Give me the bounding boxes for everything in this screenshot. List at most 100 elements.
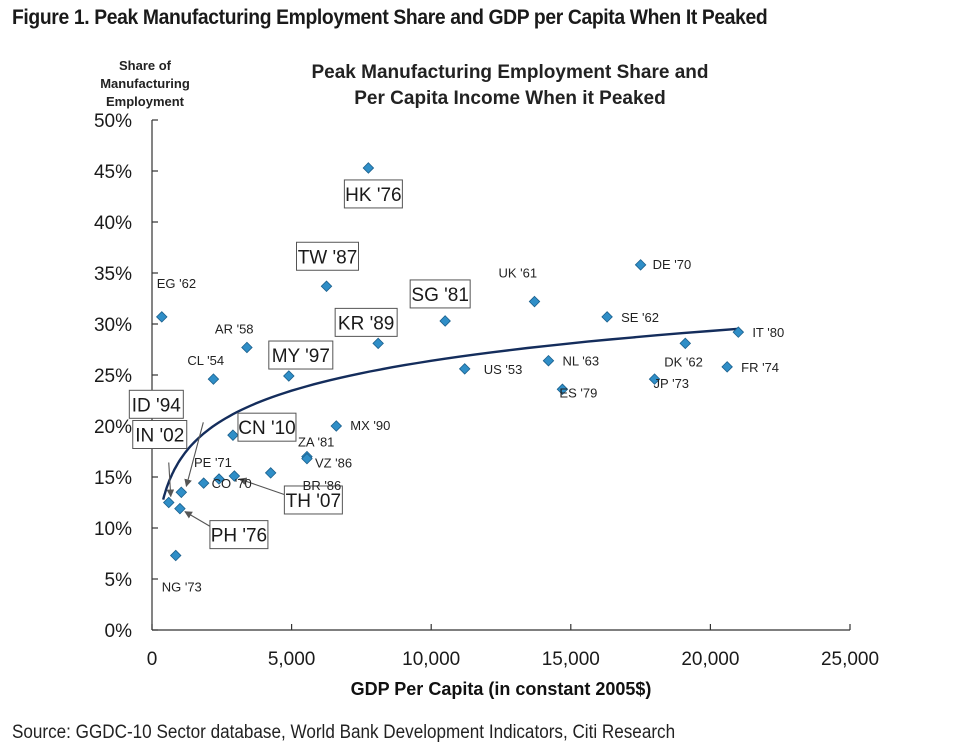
point-label-cl-54: CL '54 (187, 353, 224, 368)
x-tick-label: 15,000 (542, 649, 600, 670)
point-label: HK '76 (345, 185, 401, 206)
trendline-layer (162, 327, 739, 500)
point-marker-br-86 (264, 467, 277, 479)
y-tick-label: 0% (105, 621, 133, 642)
point-label: MY '97 (272, 346, 330, 367)
point-marker-nl-63 (542, 354, 555, 367)
point-label: TW '87 (298, 247, 358, 268)
x-tick-label: 10,000 (402, 649, 460, 670)
point-label: PH '76 (211, 526, 267, 547)
point-labels: HK '76 TW '87 SG '81 KR '89 MY '97 ID '94 IN '… (128, 179, 784, 595)
y-tick-label: 40% (94, 213, 132, 234)
x-tick-label: 25,000 (821, 649, 879, 670)
boxed-label-ph-76: PH '76 (209, 520, 269, 550)
label-box (237, 412, 297, 442)
point-marker-kr-89 (372, 337, 384, 350)
point-marker-uk-61 (528, 295, 541, 308)
point-label: IN '02 (135, 426, 184, 447)
point-marker-cl-54 (207, 373, 220, 385)
point-label-us-53: US '53 (484, 362, 523, 377)
figure-title: Figure 1. Peak Manufacturing Employment … (12, 6, 768, 29)
boxed-label-hk-76: HK '76 (343, 179, 403, 209)
label-box (343, 179, 403, 209)
point-label: KR '89 (338, 313, 394, 334)
trendline (162, 327, 739, 500)
point-label-ng-73: NG '73 (162, 580, 202, 595)
point-marker-es-79 (556, 383, 569, 396)
annotation-arrow (184, 511, 215, 530)
x-axis-label: GDP Per Capita (in constant 2005$) (351, 679, 652, 699)
boxed-label-th-07: TH '07 (283, 485, 343, 515)
x-tick-label: 0 (147, 649, 158, 670)
point-label-uk-61: UK '61 (499, 266, 538, 281)
y-tick-label: 30% (94, 315, 132, 336)
y-tick-label: 45% (94, 162, 132, 183)
axes: 0% 5% 10% 15% 20% 25% 30% 35% 40% 45% 50% 0 5,000 10,… (94, 111, 879, 670)
point-marker-jp-73 (648, 373, 661, 385)
point-marker-ng-73 (169, 549, 182, 562)
y-axis-label-line: Manufacturing (100, 76, 190, 91)
point-marker-se-62 (601, 311, 613, 323)
point-marker-co-70 (197, 477, 210, 489)
point-label-ar-58: AR '58 (215, 321, 254, 336)
point-label-se-62: SE '62 (621, 310, 659, 325)
point-marker-pe-71 (213, 473, 225, 485)
y-tick-label: 15% (94, 468, 132, 489)
y-tick-label: 50% (94, 111, 132, 132)
point-marker-ar-58 (241, 341, 253, 354)
point-marker-my-97 (283, 370, 295, 382)
point-label-it-80: IT '80 (752, 325, 784, 340)
y-tick-label: 10% (94, 519, 132, 540)
point-marker-de-70 (634, 259, 647, 271)
y-tick-label: 20% (94, 417, 132, 438)
point-label-es-79: ES '79 (559, 385, 597, 400)
label-box (268, 340, 334, 370)
point-marker-id-94 (175, 486, 188, 499)
point-label-vz-86: VZ '86 (315, 456, 352, 471)
y-tick-label: 5% (105, 570, 133, 591)
chart-title-line: Peak Manufacturing Employment Share and (312, 62, 709, 83)
point-marker-eg-62 (156, 311, 168, 323)
point-marker-th-07 (228, 470, 241, 482)
label-box (209, 520, 269, 550)
point-label-pe-71: PE '71 (194, 455, 232, 470)
boxed-label-my-97: MY '97 (268, 340, 334, 370)
point-label-co-70: CO '70 (212, 476, 252, 491)
boxed-label-cn-10: CN '10 (237, 412, 297, 442)
boxed-label-tw-87: TW '87 (296, 241, 359, 271)
chart-titles: Peak Manufacturing Employment Share and P… (100, 58, 708, 699)
boxed-label-sg-81: SG '81 (409, 279, 471, 309)
y-tick-label: 35% (94, 264, 132, 285)
point-marker-sg-81 (439, 315, 451, 327)
point-marker-cn-10 (227, 429, 239, 441)
point-marker-it-80 (732, 326, 745, 338)
label-box (283, 485, 343, 515)
point-marker-in-02 (162, 496, 175, 509)
label-box (128, 389, 184, 419)
boxed-label-in-02: IN '02 (132, 420, 188, 449)
x-tick-label: 5,000 (268, 649, 316, 670)
label-box (132, 420, 188, 449)
x-tick-label: 20,000 (681, 649, 739, 670)
boxed-label-kr-89: KR '89 (334, 307, 398, 337)
y-axis-label-line: Employment (106, 94, 185, 109)
point-marker-hk-76 (362, 162, 375, 174)
point-label-mx-90: MX '90 (350, 418, 390, 433)
data-points (156, 162, 745, 562)
point-label-eg-62: EG '62 (157, 276, 196, 291)
point-label: SG '81 (411, 285, 469, 306)
annotation-arrow (166, 462, 175, 498)
point-label-jp-73: JP '73 (654, 376, 690, 391)
point-label-br-86: BR '86 (303, 478, 342, 493)
y-tick-label: 25% (94, 366, 132, 387)
point-marker-fr-74 (721, 361, 733, 373)
point-label-nl-63: NL '63 (562, 354, 599, 369)
y-axis-label-line: Share of (119, 58, 172, 73)
label-box (296, 241, 359, 271)
point-marker-tw-87 (320, 280, 333, 293)
point-marker-mx-90 (330, 420, 343, 432)
point-label: CN '10 (238, 418, 295, 439)
boxed-label-id-94: ID '94 (128, 389, 184, 419)
point-marker-us-53 (458, 363, 471, 375)
